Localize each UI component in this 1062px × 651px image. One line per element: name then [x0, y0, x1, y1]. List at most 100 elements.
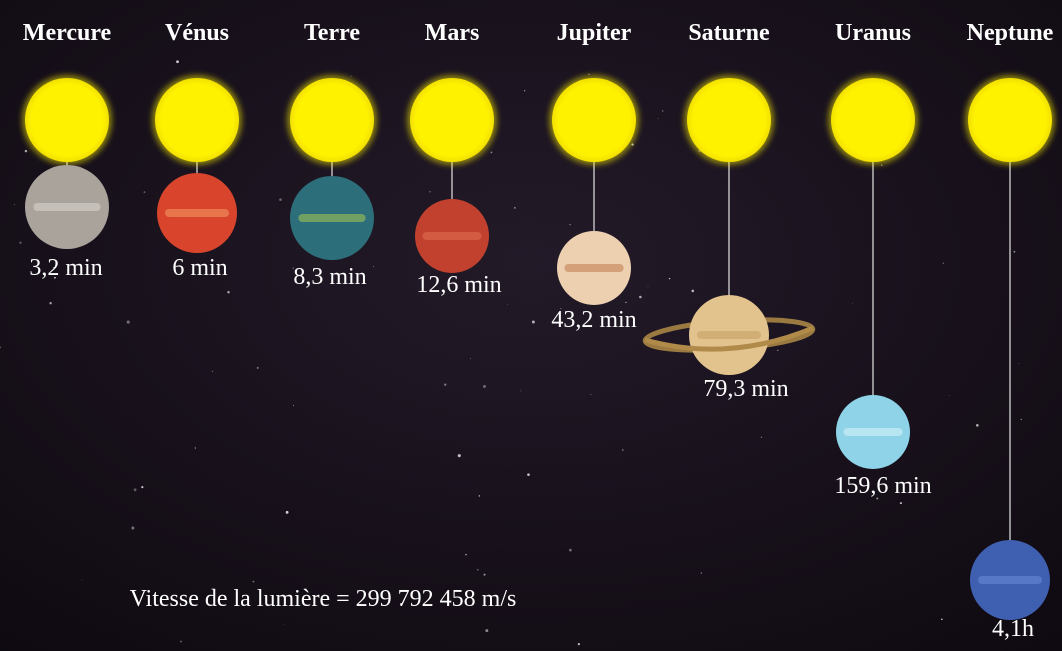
planet-band	[422, 232, 481, 240]
star	[483, 385, 486, 388]
travel-time: 3,2 min	[29, 255, 102, 281]
star	[949, 395, 950, 396]
planet-band	[298, 214, 365, 222]
star	[941, 619, 943, 621]
star	[532, 321, 535, 324]
star	[507, 304, 508, 305]
star	[976, 424, 979, 427]
star	[569, 224, 570, 225]
star	[373, 266, 374, 267]
star	[429, 191, 431, 193]
star	[227, 291, 229, 293]
sun	[155, 78, 239, 162]
sun	[410, 78, 494, 162]
star	[669, 278, 670, 279]
star	[257, 367, 259, 369]
star	[1021, 419, 1022, 420]
travel-time: 8,3 min	[293, 264, 366, 290]
body: Mercure 3,2 min Vénus 6 min Terre 8,3 min Mars…	[0, 0, 1062, 651]
star	[491, 151, 493, 153]
page: Planets light travel {"planets": [ {"nam…	[0, 0, 1062, 651]
sun	[831, 78, 915, 162]
sun	[552, 78, 636, 162]
star	[286, 511, 289, 514]
sun	[290, 78, 374, 162]
planet-band	[33, 203, 100, 211]
star	[19, 242, 21, 244]
star	[625, 302, 626, 303]
star	[134, 488, 137, 491]
star	[943, 263, 944, 264]
planet-name: Mercure	[23, 20, 112, 46]
star	[520, 390, 521, 391]
star	[141, 486, 143, 488]
sun	[687, 78, 771, 162]
star	[483, 574, 485, 576]
planet-band	[978, 576, 1042, 584]
star	[444, 384, 446, 386]
star	[662, 110, 664, 112]
travel-time: 43,2 min	[551, 307, 636, 333]
star	[49, 302, 51, 304]
star	[479, 495, 480, 496]
planet-name: Vénus	[165, 20, 229, 46]
planet-band	[564, 264, 623, 272]
star	[477, 569, 479, 571]
star	[701, 572, 702, 573]
star	[527, 473, 530, 476]
star	[1014, 251, 1016, 253]
star	[127, 321, 130, 324]
star	[195, 447, 196, 448]
star	[514, 207, 516, 209]
planet-name: Mars	[425, 20, 480, 46]
sun	[25, 78, 109, 162]
star	[131, 527, 134, 530]
travel-time: 4,1h	[992, 616, 1034, 642]
star	[458, 454, 461, 457]
star	[852, 303, 853, 304]
star	[283, 624, 284, 625]
star	[1019, 363, 1020, 364]
travel-time: 6 min	[172, 255, 227, 281]
star	[82, 579, 83, 580]
planet-band	[697, 331, 761, 339]
star	[588, 73, 589, 74]
star	[180, 641, 182, 643]
planet-name: Uranus	[835, 20, 911, 46]
star	[212, 371, 213, 372]
star	[465, 554, 467, 556]
footer-text: Vitesse de la lumière = 299 792 458 m/s	[130, 586, 517, 612]
planet-band	[843, 428, 902, 436]
star	[658, 118, 659, 119]
star	[279, 198, 282, 201]
planet-name: Terre	[304, 20, 360, 46]
planet-band	[165, 209, 229, 217]
star	[176, 60, 179, 63]
star	[900, 502, 902, 504]
travel-time: 159,6 min	[834, 473, 931, 499]
star	[639, 296, 642, 299]
sun	[968, 78, 1052, 162]
star	[25, 150, 27, 152]
planet-name: Saturne	[688, 20, 770, 46]
planet-name: Jupiter	[557, 20, 632, 46]
star	[470, 358, 471, 359]
star	[569, 549, 572, 552]
infographic: Mercure 3,2 min Vénus 6 min Terre 8,3 min Mars…	[0, 0, 1062, 651]
travel-time: 12,6 min	[416, 272, 501, 298]
star	[578, 643, 580, 645]
star	[485, 629, 488, 632]
planet-name: Neptune	[967, 20, 1054, 46]
star	[351, 76, 352, 77]
star	[524, 90, 525, 91]
star	[14, 204, 15, 205]
star	[144, 191, 146, 193]
star	[293, 405, 294, 406]
star	[691, 290, 694, 293]
star	[761, 436, 762, 437]
star	[881, 164, 882, 165]
star	[648, 286, 649, 287]
travel-time: 79,3 min	[703, 376, 788, 402]
star	[253, 581, 255, 583]
star	[622, 449, 624, 451]
